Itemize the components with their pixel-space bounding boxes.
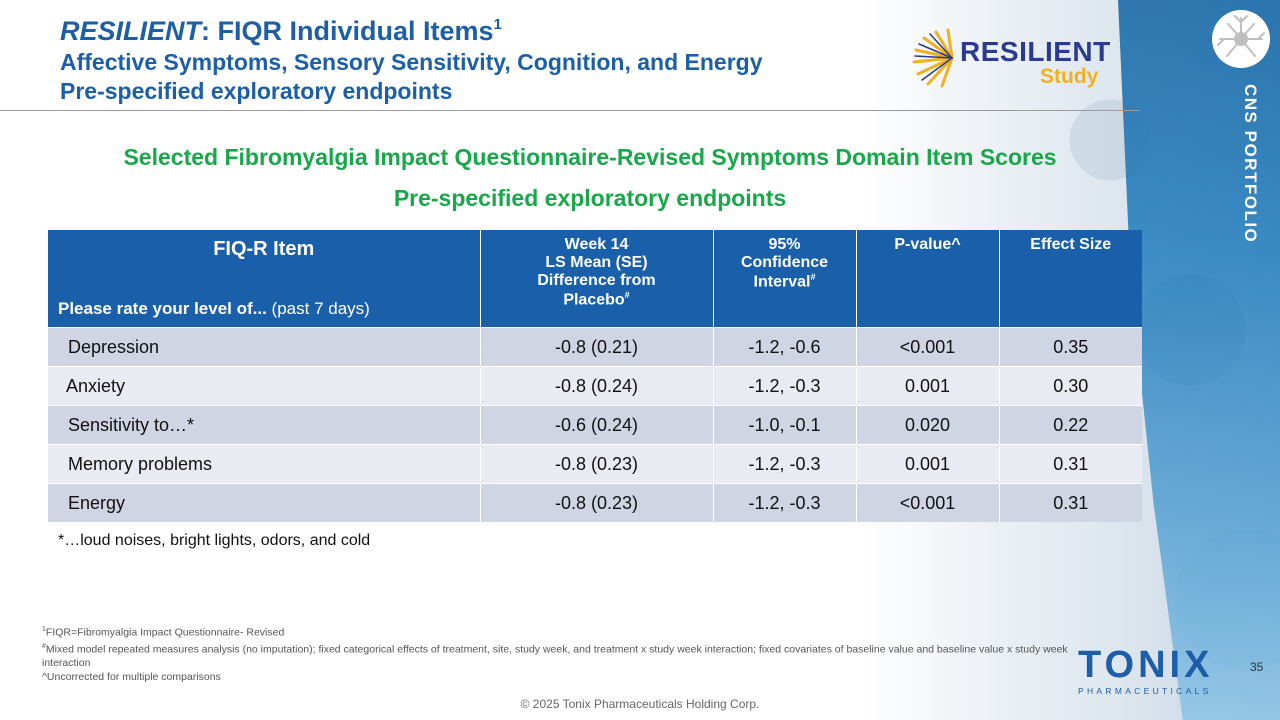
cell-effect: 0.31: [999, 483, 1142, 522]
table-row: Energy -0.8 (0.23) -1.2, -0.3 <0.001 0.3…: [48, 483, 1142, 522]
cell-ci: -1.2, -0.3: [713, 483, 857, 522]
sunburst-icon: [912, 28, 954, 88]
cell-ci: -1.2, -0.3: [713, 444, 857, 484]
header-item: FIQ-R Item Please rate your level of... …: [48, 230, 481, 328]
table-subheading: Pre-specified exploratory endpoints: [393, 185, 787, 211]
title-line3: Pre-specified exploratory endpoints: [60, 78, 453, 104]
cell-ci: -1.2, -0.3: [713, 366, 857, 406]
header-ls-mean: Week 14 LS Mean (SE) Difference from Pla…: [480, 230, 714, 328]
header-ci-line: Confidence: [740, 254, 829, 271]
header-ci-line: Interval#: [720, 272, 850, 291]
header-effect-size: Effect Size: [999, 230, 1142, 328]
header-prompt-rest: (past 7 days): [266, 299, 370, 318]
header-item-title: FIQ-R Item: [213, 238, 315, 260]
header-ci: 95% Confidence Interval#: [713, 230, 857, 328]
footnote-text: ^Uncorrected for multiple comparisons: [42, 670, 221, 683]
cell-ci: -1.0, -0.1: [713, 405, 857, 445]
footnotes: 1FIQR=Fibromyalgia Impact Questionnaire-…: [42, 623, 1072, 684]
resilient-logo: RESILIENT Study: [910, 22, 1110, 94]
header-ls-mean-sup: #: [624, 290, 630, 300]
side-label: CNS PORTFOLIO: [1241, 84, 1260, 244]
table-heading: Selected Fibromyalgia Impact Questionnai…: [123, 144, 1057, 170]
title-sup: 1: [493, 16, 502, 33]
title-rest: : FIQR Individual Items: [201, 16, 494, 46]
cell-item: Memory problems: [48, 444, 481, 484]
table-row: Depression -0.8 (0.21) -1.2, -0.6 <0.001…: [48, 327, 1142, 367]
title-line1: RESILIENT: FIQR Individual Items1: [60, 8, 890, 48]
tonix-word: TONIX: [1078, 644, 1214, 686]
title-divider: [0, 110, 1140, 111]
footnote-text: Mixed model repeated measures analysis (…: [42, 643, 1068, 670]
tonix-logo: TONIX PHARMACEUTICALS: [1078, 644, 1214, 696]
header-ci-text: Interval: [753, 273, 811, 291]
header-ls-mean-line: Week 14: [564, 236, 629, 253]
title-brand: RESILIENT: [60, 16, 202, 46]
cell-ls-mean: -0.8 (0.23): [480, 444, 714, 484]
cell-item: Energy: [48, 483, 481, 522]
logo-word: RESILIENT: [960, 36, 1111, 67]
cell-effect: 0.30: [999, 366, 1142, 406]
neuron-icon: [1212, 10, 1270, 68]
table-row: Memory problems -0.8 (0.23) -1.2, -0.3 0…: [48, 444, 1142, 484]
footnote-sup: #: [42, 643, 46, 650]
cell-item: Depression: [48, 327, 481, 367]
footnote-text: FIQR=Fibromyalgia Impact Questionnaire- …: [45, 626, 285, 639]
footnote-2: #Mixed model repeated measures analysis …: [42, 640, 1072, 671]
title-line2: Affective Symptoms, Sensory Sensitivity,…: [60, 49, 763, 75]
results-table: FIQ-R Item Please rate your level of... …: [48, 230, 1142, 522]
page-number: 35: [1250, 660, 1264, 674]
header-item-prompt: Please rate your level of... (past 7 day…: [58, 299, 370, 319]
header-ls-mean-line: Placebo#: [487, 290, 707, 309]
header-prompt-bold: Please rate your level of...: [58, 299, 267, 318]
cell-item: Sensitivity to…*: [48, 405, 481, 445]
cell-effect: 0.35: [999, 327, 1142, 367]
header-ci-sup: #: [810, 272, 816, 282]
header-ls-mean-text: Placebo: [563, 291, 625, 309]
slide-title: RESILIENT: FIQR Individual Items1 Affect…: [60, 8, 890, 106]
logo-sub: Study: [1040, 65, 1099, 88]
table-header-row: FIQ-R Item Please rate your level of... …: [48, 230, 1142, 328]
cell-ls-mean: -0.8 (0.24): [480, 366, 714, 406]
header-ls-mean-line: Difference from: [537, 272, 656, 289]
cell-pvalue: <0.001: [856, 327, 1000, 367]
table-row: Anxiety -0.8 (0.24) -1.2, -0.3 0.001 0.3…: [48, 366, 1142, 406]
cell-effect: 0.22: [999, 405, 1142, 445]
header-ls-mean-line: LS Mean (SE): [545, 254, 648, 271]
copyright: © 2025 Tonix Pharmaceuticals Holding Cor…: [520, 697, 760, 711]
cell-ls-mean: -0.8 (0.21): [480, 327, 714, 367]
cell-pvalue: 0.020: [856, 405, 1000, 445]
footnote-1: 1FIQR=Fibromyalgia Impact Questionnaire-…: [42, 623, 1072, 640]
cell-effect: 0.31: [999, 444, 1142, 484]
tonix-sub: PHARMACEUTICALS: [1078, 686, 1212, 696]
footnote-sup: 1: [42, 626, 46, 633]
table-row: Sensitivity to…* -0.6 (0.24) -1.0, -0.1 …: [48, 405, 1142, 445]
cell-pvalue: <0.001: [856, 483, 1000, 522]
header-pvalue: P-value^: [856, 230, 1000, 328]
cell-ls-mean: -0.8 (0.23): [480, 483, 714, 522]
footnote-3: ^Uncorrected for multiple comparisons: [42, 671, 1072, 685]
table-footnote: *…loud noises, bright lights, odors, and…: [58, 532, 371, 549]
cell-item: Anxiety: [48, 366, 481, 406]
cell-pvalue: 0.001: [856, 366, 1000, 406]
cell-ci: -1.2, -0.6: [713, 327, 857, 367]
cell-pvalue: 0.001: [856, 444, 1000, 484]
cell-ls-mean: -0.6 (0.24): [480, 405, 714, 445]
header-ci-line: 95%: [768, 236, 801, 253]
